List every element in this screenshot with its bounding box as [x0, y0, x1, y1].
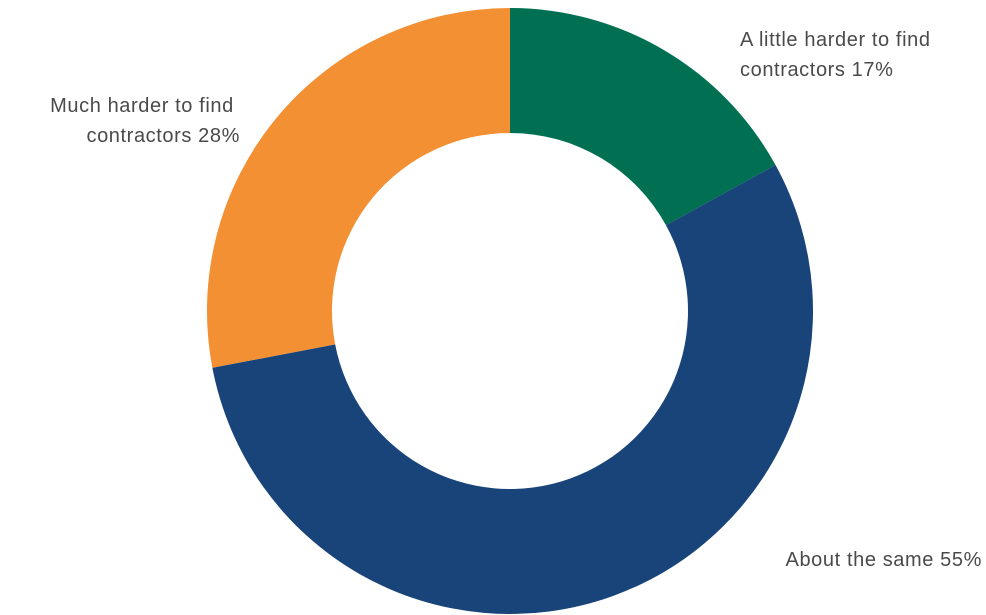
slice-label-about-the-same-line-1: About the same 55% [786, 549, 982, 571]
slice-much-harder [206, 8, 510, 368]
slice-label-much-harder-line-2: contractors 28% [86, 125, 240, 147]
slice-a-little-harder [510, 8, 776, 226]
slice-label-much-harder-line-1: Much harder to find [50, 95, 234, 117]
slice-label-much-harder: Much harder to find contractors 28% [50, 95, 240, 147]
slice-label-a-little-harder-line-2: contractors 17% [740, 59, 894, 81]
slice-label-about-the-same: About the same 55% [786, 549, 982, 571]
donut-slices [206, 8, 813, 614]
slice-about-the-same [212, 165, 813, 614]
slice-label-a-little-harder: A little harder to find contractors 17% [740, 29, 937, 81]
slice-label-a-little-harder-line-1: A little harder to find [740, 29, 931, 51]
